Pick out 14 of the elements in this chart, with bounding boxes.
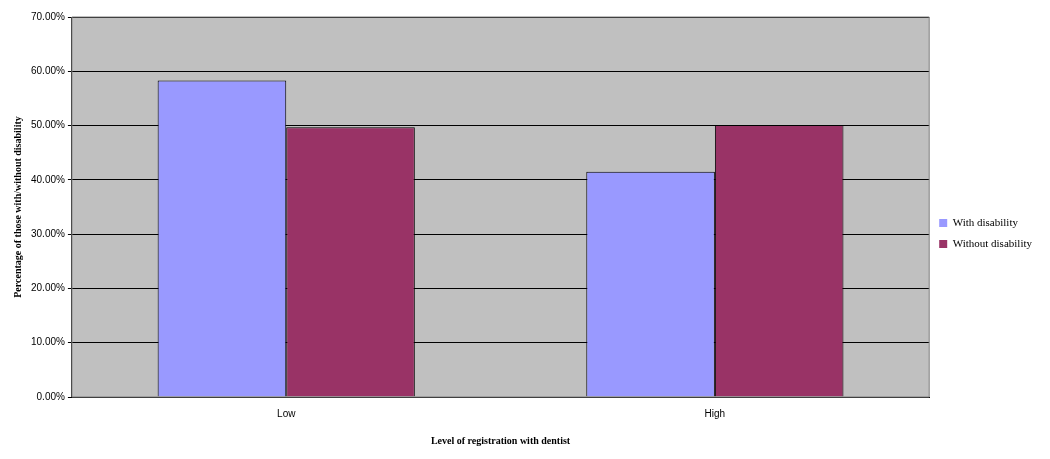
legend-label: With disability <box>952 215 1019 228</box>
x-tick-label: High <box>704 407 726 419</box>
y-axis-title: Percentage of those with/without disability <box>11 116 23 298</box>
y-tick-label: 0.00% <box>36 390 66 402</box>
x-tick-label: Low <box>277 407 297 419</box>
y-tick-label: 40.00% <box>30 173 66 185</box>
y-tick-label: 70.00% <box>30 10 66 22</box>
y-tick-label: 10.00% <box>30 336 66 348</box>
x-axis-title: Level of registration with dentist <box>430 434 571 446</box>
y-tick-label: 60.00% <box>30 65 66 77</box>
y-tick-label: 50.00% <box>30 119 66 131</box>
legend-label: Without disability <box>952 236 1033 249</box>
y-tick-label: 20.00% <box>30 282 66 294</box>
y-tick-label: 30.00% <box>30 227 66 239</box>
